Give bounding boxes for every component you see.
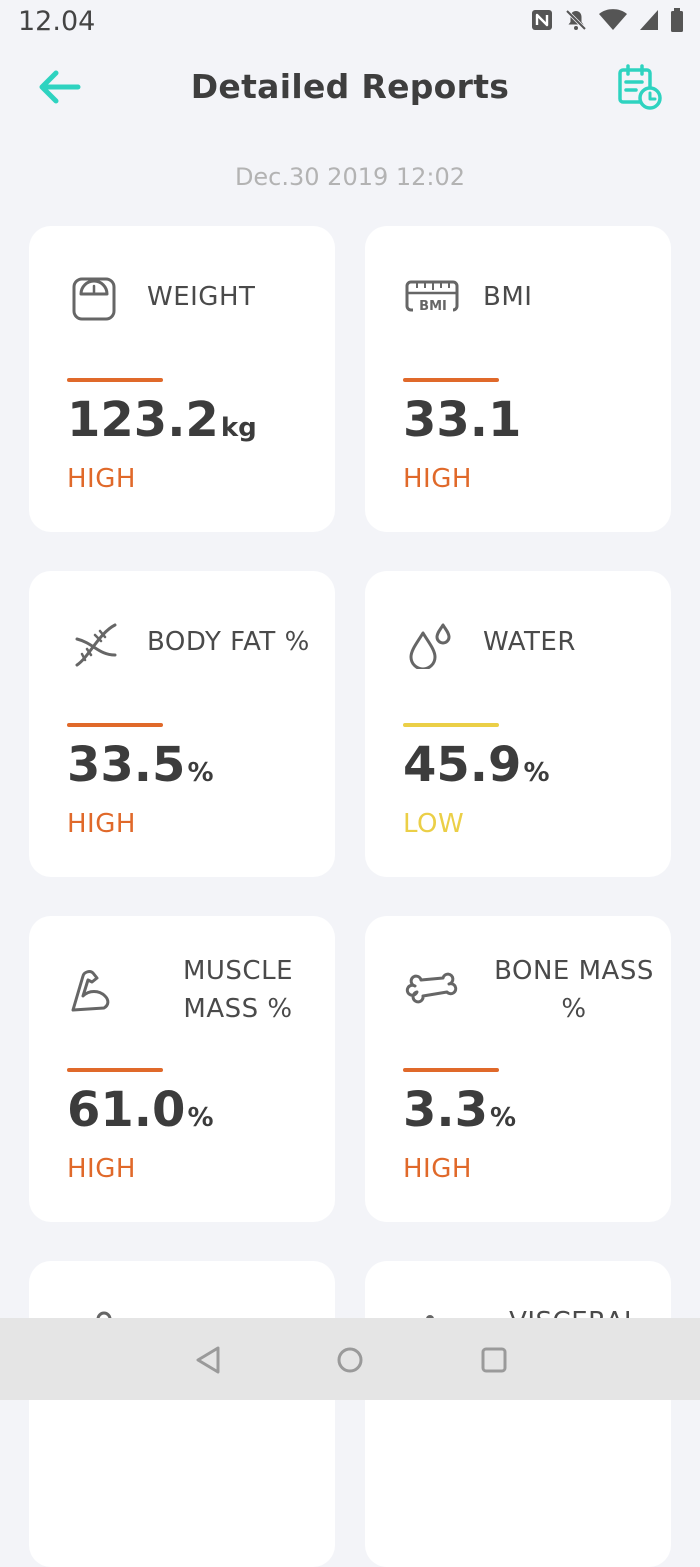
bmi-number: 33.1 — [403, 392, 522, 448]
body-fat-label: BODY FAT % — [147, 627, 310, 657]
nav-back-button[interactable] — [188, 1340, 228, 1380]
bmi-card[interactable]: BMI BMI 33.1 HIGH — [365, 226, 671, 532]
bone-mass-unit: % — [490, 1103, 517, 1133]
weight-card[interactable]: WEIGHT 123.2kg HIGH — [29, 226, 335, 532]
water-status: LOW — [403, 809, 465, 839]
body-fat-value: 33.5% — [67, 737, 214, 793]
weight-status-bar — [67, 378, 163, 382]
bone-mass-label: BONE MASS % — [494, 956, 654, 1024]
body-fat-number: 33.5 — [67, 737, 186, 793]
bone-mass-status: HIGH — [403, 1154, 472, 1184]
bmi-icon-text: BMI — [419, 299, 447, 314]
battery-icon — [671, 8, 683, 32]
dna-icon — [75, 623, 117, 667]
water-value: 45.9% — [403, 737, 550, 793]
status-time: 12.04 — [18, 6, 96, 37]
water-label: WATER — [483, 627, 576, 657]
muscle-mass-value: 61.0% — [67, 1082, 214, 1138]
body-fat-card[interactable]: BODY FAT % 33.5% HIGH — [29, 571, 335, 877]
status-icons — [530, 8, 684, 32]
report-date: Dec.30 2019 12:02 — [234, 163, 466, 191]
nfc-icon — [532, 10, 552, 30]
water-unit: % — [523, 758, 550, 788]
body-fat-unit: % — [187, 758, 214, 788]
wifi-icon — [599, 9, 627, 30]
weight-unit: kg — [220, 413, 257, 443]
muscle-mass-card[interactable]: MUSCLE MASS % 61.0% HIGH — [29, 916, 335, 1222]
nav-home-icon — [337, 1347, 363, 1373]
muscle-mass-status-bar — [67, 1068, 163, 1072]
bone-mass-number: 3.3 — [403, 1082, 489, 1138]
body-fat-status-bar — [67, 723, 163, 727]
bone-mass-status-bar — [403, 1068, 499, 1072]
bmi-status: HIGH — [403, 464, 472, 494]
status-bar: 12.04 — [0, 0, 700, 48]
nav-home-button[interactable] — [330, 1340, 370, 1380]
bmi-status-bar — [403, 378, 499, 382]
signal-icon — [640, 10, 658, 30]
muscle-arm-icon — [71, 970, 110, 1012]
back-button[interactable] — [34, 67, 84, 107]
weight-status: HIGH — [67, 464, 136, 494]
nav-recents-button[interactable] — [474, 1340, 514, 1380]
bone-mass-value: 3.3% — [403, 1082, 516, 1138]
muscle-mass-number: 61.0 — [67, 1082, 186, 1138]
muscle-mass-label: MUSCLE MASS % — [182, 956, 294, 1024]
history-button[interactable] — [616, 63, 664, 111]
silent-icon — [565, 9, 587, 31]
weight-value: 123.2kg — [67, 392, 257, 448]
weight-number: 123.2 — [67, 392, 219, 448]
water-number: 45.9 — [403, 737, 522, 793]
bone-icon — [405, 972, 458, 1004]
bone-mass-card[interactable]: BONE MASS % 3.3% HIGH — [365, 916, 671, 1222]
scale-icon — [72, 277, 116, 321]
system-nav-bar — [0, 1318, 700, 1400]
muscle-mass-status: HIGH — [67, 1154, 136, 1184]
weight-label: WEIGHT — [147, 282, 256, 312]
app-header: Detailed Reports — [0, 55, 700, 121]
bmi-label: BMI — [483, 282, 533, 312]
arrow-left-icon — [39, 70, 81, 104]
visceral-fat-card[interactable]: VISCERAL — [365, 1261, 671, 1567]
nav-recents-icon — [481, 1347, 507, 1373]
water-drops-icon — [409, 623, 451, 669]
bmi-ruler-icon: BMI — [405, 280, 459, 314]
page-title: Detailed Reports — [190, 67, 510, 106]
body-fat-status: HIGH — [67, 809, 136, 839]
partial-card-left[interactable] — [29, 1261, 335, 1567]
nav-back-icon — [196, 1346, 220, 1374]
water-card[interactable]: WATER 45.9% LOW — [365, 571, 671, 877]
bmi-value: 33.1 — [403, 392, 523, 448]
calendar-clock-icon — [618, 64, 662, 110]
muscle-mass-unit: % — [187, 1103, 214, 1133]
water-status-bar — [403, 723, 499, 727]
